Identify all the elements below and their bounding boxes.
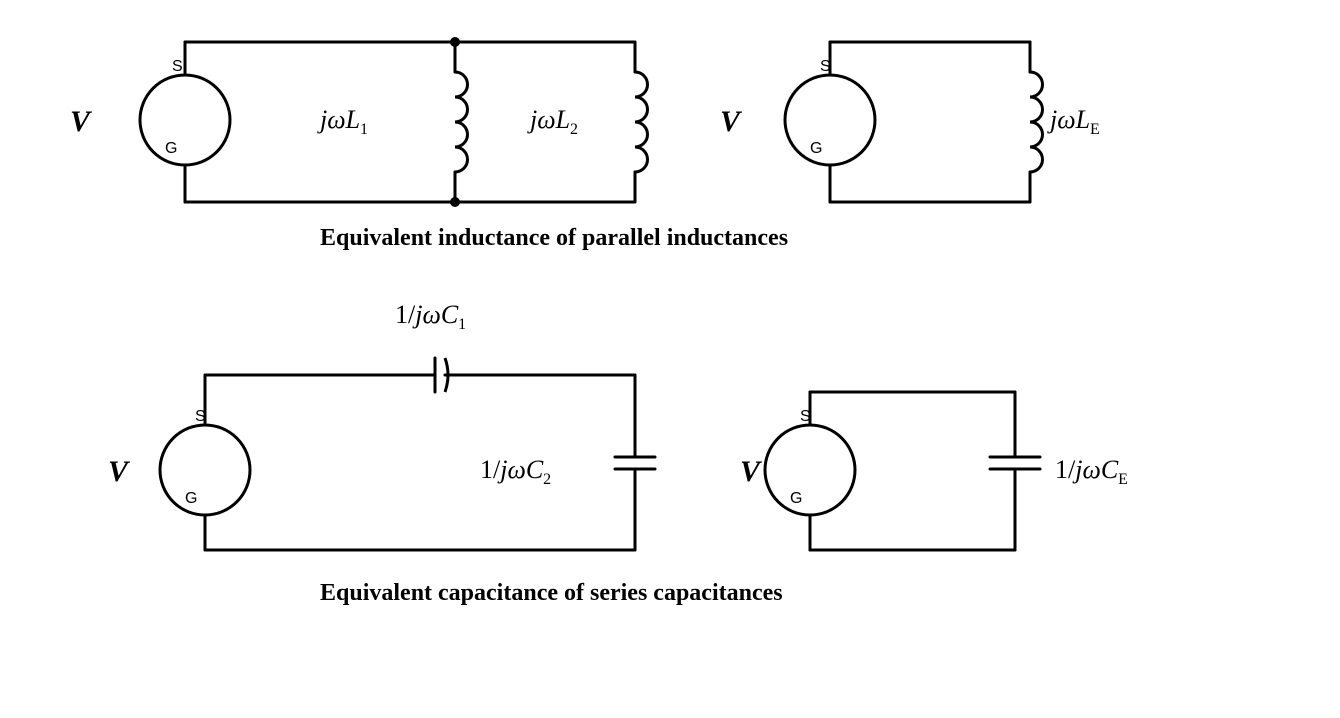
label-C1: 1/jωC1 (395, 300, 466, 334)
label-S-top-right: S (820, 58, 831, 76)
label-V-bot-right: V (740, 455, 760, 489)
label-G-top-right: G (810, 140, 822, 158)
caption-top: Equivalent inductance of parallel induct… (320, 225, 788, 252)
label-V-bot-left: V (108, 455, 128, 489)
label-C2: 1/jωC2 (480, 455, 551, 489)
label-L2: jωL2 (530, 105, 578, 139)
label-LE: jωLE (1050, 105, 1100, 139)
label-V-top-left: V (70, 105, 90, 139)
label-G-bot-right: G (790, 490, 802, 508)
label-V-top-right: V (720, 105, 740, 139)
circuit-svg (0, 0, 1340, 718)
label-CE: 1/jωCE (1055, 455, 1128, 489)
label-L1: jωL1 (320, 105, 368, 139)
label-S-bot-left: S (195, 408, 206, 426)
diagram-container: Equivalent inductance of parallel induct… (0, 0, 1340, 718)
label-S-top-left: S (172, 58, 183, 76)
label-G-top-left: G (165, 140, 177, 158)
caption-bottom: Equivalent capacitance of series capacit… (320, 580, 783, 607)
label-G-bot-left: G (185, 490, 197, 508)
label-S-bot-right: S (800, 408, 811, 426)
